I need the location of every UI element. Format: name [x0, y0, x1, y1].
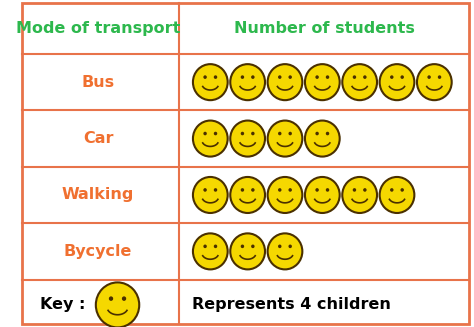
Ellipse shape — [417, 64, 452, 100]
Ellipse shape — [278, 188, 282, 192]
Ellipse shape — [401, 75, 404, 79]
Ellipse shape — [305, 177, 340, 213]
Text: Walking: Walking — [62, 187, 134, 202]
Ellipse shape — [353, 75, 356, 79]
Ellipse shape — [251, 132, 255, 135]
Ellipse shape — [390, 75, 393, 79]
Ellipse shape — [268, 64, 302, 100]
Ellipse shape — [278, 132, 282, 135]
Ellipse shape — [268, 177, 302, 213]
Ellipse shape — [230, 233, 265, 269]
Ellipse shape — [122, 296, 126, 301]
Ellipse shape — [363, 75, 366, 79]
Ellipse shape — [289, 245, 292, 248]
FancyBboxPatch shape — [21, 3, 469, 324]
Ellipse shape — [401, 188, 404, 192]
Ellipse shape — [251, 75, 255, 79]
Ellipse shape — [214, 245, 217, 248]
Ellipse shape — [214, 188, 217, 192]
Ellipse shape — [203, 132, 207, 135]
Ellipse shape — [305, 121, 340, 157]
Ellipse shape — [214, 132, 217, 135]
Ellipse shape — [289, 132, 292, 135]
Ellipse shape — [278, 245, 282, 248]
Ellipse shape — [305, 64, 340, 100]
Ellipse shape — [203, 245, 207, 248]
Ellipse shape — [268, 121, 302, 157]
Text: Represents 4 children: Represents 4 children — [192, 298, 391, 312]
Ellipse shape — [278, 75, 282, 79]
Text: Mode of transport: Mode of transport — [16, 21, 180, 36]
Ellipse shape — [251, 188, 255, 192]
Ellipse shape — [203, 75, 207, 79]
Ellipse shape — [289, 188, 292, 192]
Text: Number of students: Number of students — [234, 21, 415, 36]
Ellipse shape — [230, 64, 265, 100]
Ellipse shape — [241, 188, 244, 192]
Ellipse shape — [326, 132, 329, 135]
Ellipse shape — [438, 75, 441, 79]
Ellipse shape — [241, 132, 244, 135]
Ellipse shape — [363, 188, 366, 192]
Ellipse shape — [230, 121, 265, 157]
Ellipse shape — [315, 75, 319, 79]
Ellipse shape — [289, 75, 292, 79]
Text: Key :: Key : — [40, 298, 85, 312]
Ellipse shape — [241, 75, 244, 79]
Ellipse shape — [193, 64, 228, 100]
Ellipse shape — [230, 177, 265, 213]
Text: Bus: Bus — [82, 75, 115, 90]
Ellipse shape — [380, 177, 414, 213]
Ellipse shape — [193, 177, 228, 213]
Ellipse shape — [203, 188, 207, 192]
Ellipse shape — [353, 188, 356, 192]
Ellipse shape — [380, 64, 414, 100]
Ellipse shape — [109, 296, 113, 301]
Ellipse shape — [214, 75, 217, 79]
Ellipse shape — [390, 188, 393, 192]
Ellipse shape — [315, 132, 319, 135]
Ellipse shape — [251, 245, 255, 248]
Ellipse shape — [193, 121, 228, 157]
Ellipse shape — [342, 177, 377, 213]
Ellipse shape — [315, 188, 319, 192]
Ellipse shape — [326, 188, 329, 192]
Text: Bycycle: Bycycle — [64, 244, 132, 259]
Ellipse shape — [428, 75, 431, 79]
Ellipse shape — [326, 75, 329, 79]
Ellipse shape — [96, 283, 139, 327]
Ellipse shape — [241, 245, 244, 248]
Ellipse shape — [268, 233, 302, 269]
Ellipse shape — [193, 233, 228, 269]
Ellipse shape — [342, 64, 377, 100]
Text: Car: Car — [83, 131, 113, 146]
